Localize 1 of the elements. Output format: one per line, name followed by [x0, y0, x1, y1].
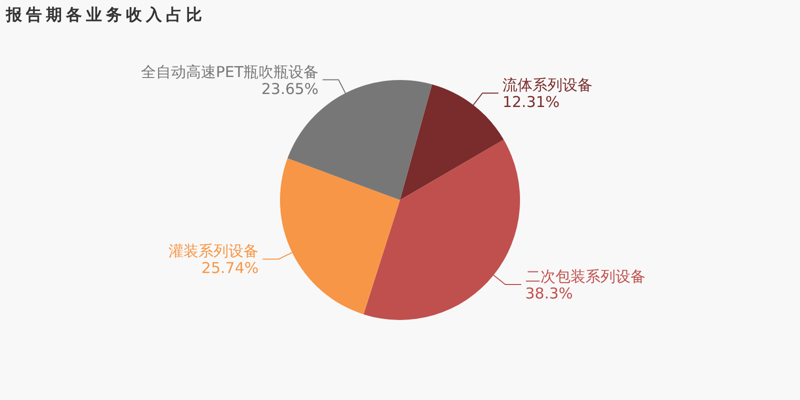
title: 报告期各业务收入占比 [6, 5, 206, 24]
